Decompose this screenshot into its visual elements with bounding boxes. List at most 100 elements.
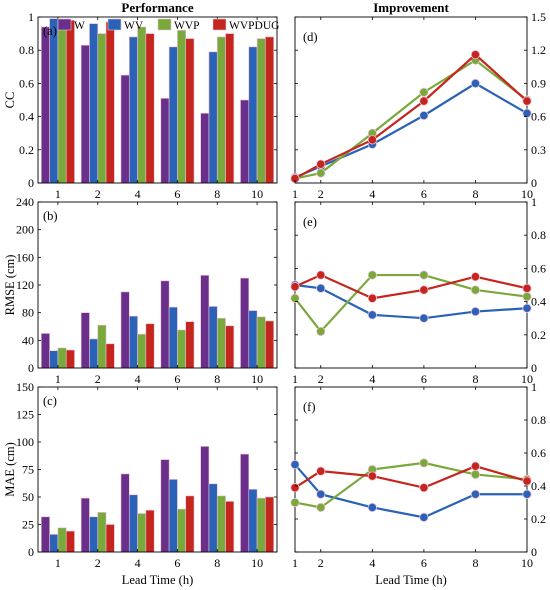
series-line-WVPDUG bbox=[294, 465, 528, 489]
bar-WVP-10 bbox=[256, 38, 266, 184]
bar-W-8 bbox=[200, 275, 210, 369]
bar-W-4 bbox=[120, 74, 130, 184]
x-tick-label: 6 bbox=[174, 556, 180, 570]
bar-WV-10 bbox=[248, 46, 258, 184]
point-WVP-4 bbox=[367, 270, 377, 280]
bar-WVPDUG-8 bbox=[225, 33, 235, 184]
bar-WVPDUG-4 bbox=[145, 33, 155, 184]
x-tick-label: 6 bbox=[174, 187, 180, 201]
bar-W-2 bbox=[80, 497, 90, 553]
bar-WVPDUG-2 bbox=[105, 524, 115, 553]
bar-W-10 bbox=[240, 99, 250, 184]
point-WVPDUG-4 bbox=[367, 293, 377, 303]
bar-W-1 bbox=[41, 333, 50, 369]
y-tick-label: 240 bbox=[16, 195, 34, 209]
bar-W-10 bbox=[240, 453, 250, 553]
series-line-WV bbox=[294, 82, 528, 179]
point-WV-4 bbox=[367, 502, 377, 513]
bar-WVP-2 bbox=[97, 33, 107, 184]
bar-WVP-4 bbox=[137, 333, 147, 369]
y-axis-label: MAE (cm) bbox=[3, 442, 17, 497]
point-WVPDUG-6 bbox=[419, 96, 429, 106]
point-WVP-8 bbox=[470, 469, 481, 480]
bar-W-2 bbox=[80, 44, 90, 184]
y-tick-label: 0 bbox=[28, 545, 34, 559]
x-tick-label: 4 bbox=[135, 187, 141, 201]
bar-W-6 bbox=[160, 98, 170, 184]
bar-WV-2 bbox=[89, 516, 99, 553]
x-tick-label: 1 bbox=[292, 372, 298, 386]
bar-WVP-8 bbox=[216, 495, 226, 553]
bar-WV-2 bbox=[89, 338, 99, 369]
axes-frame bbox=[294, 16, 528, 184]
y-tick-label: 0 bbox=[28, 361, 34, 375]
x-tick-label: 6 bbox=[421, 372, 427, 386]
bar-WV-2 bbox=[89, 23, 99, 184]
bar-W-10 bbox=[240, 277, 250, 369]
point-WVPDUG-10 bbox=[522, 283, 532, 293]
legend-swatch-W bbox=[57, 18, 72, 31]
panel-title: Improvement bbox=[373, 0, 449, 15]
x-axis-label: Lead Time (h) bbox=[375, 573, 447, 587]
panel-label: (e) bbox=[303, 215, 317, 229]
x-tick-label: 2 bbox=[95, 372, 101, 386]
bar-WV-8 bbox=[208, 306, 218, 369]
point-WV-4 bbox=[367, 310, 377, 320]
x-tick-label: 8 bbox=[214, 187, 220, 201]
bar-WV-6 bbox=[168, 306, 178, 369]
x-tick-label: 2 bbox=[318, 372, 324, 386]
bar-W-4 bbox=[120, 473, 130, 553]
x-tick-label: 1 bbox=[55, 556, 61, 570]
y-tick-label: 0 bbox=[531, 176, 537, 190]
point-WVPDUG-2 bbox=[316, 159, 326, 169]
axes-frame bbox=[294, 386, 528, 553]
bar-WVP-8 bbox=[216, 317, 226, 369]
panel-label: (b) bbox=[43, 209, 58, 223]
bar-WVPDUG-4 bbox=[145, 323, 155, 369]
legend-entry: W bbox=[74, 20, 85, 32]
point-WVPDUG-1 bbox=[290, 483, 300, 493]
x-tick-label: 2 bbox=[318, 556, 324, 570]
point-WVPDUG-6 bbox=[419, 483, 429, 493]
point-WVPDUG-4 bbox=[367, 135, 377, 145]
x-tick-label: 8 bbox=[472, 372, 478, 386]
y-tick-label: 0.8 bbox=[531, 413, 546, 427]
bar-WV-4 bbox=[128, 315, 138, 369]
panel-title: Performance bbox=[121, 0, 193, 15]
point-WVP-6 bbox=[419, 270, 429, 280]
x-tick-label: 1 bbox=[292, 187, 298, 201]
x-tick-label: 2 bbox=[95, 187, 101, 201]
y-tick-label: 0.8 bbox=[531, 228, 546, 242]
y-axis-label: CC bbox=[3, 92, 17, 109]
y-tick-label: 0.2 bbox=[531, 328, 546, 342]
x-tick-label: 4 bbox=[369, 187, 375, 201]
x-tick-label: 10 bbox=[251, 372, 263, 386]
axes-frame bbox=[37, 16, 278, 184]
bar-WVP-1 bbox=[57, 20, 67, 184]
bar-WVPDUG-6 bbox=[185, 38, 195, 184]
y-tick-label: 1 bbox=[531, 380, 537, 394]
series-line-WV bbox=[294, 283, 528, 320]
bar-WV-6 bbox=[168, 46, 178, 184]
point-WVP-8 bbox=[470, 285, 481, 295]
y-tick-label: 0.8 bbox=[19, 43, 34, 57]
bar-W-6 bbox=[160, 280, 170, 369]
bar-panel-b: 0 40 80 120 160 200 240 1 2 4 6 8 10 (b) RMSE (cm) bbox=[3, 195, 278, 386]
point-WV-6 bbox=[419, 110, 429, 121]
y-tick-label: 0.6 bbox=[19, 76, 34, 90]
point-WV-6 bbox=[419, 512, 429, 522]
bar-WVPDUG-1 bbox=[65, 530, 75, 553]
panel-label: (a) bbox=[43, 24, 57, 38]
series-line-WVPDUG bbox=[294, 273, 528, 300]
point-WVP-1 bbox=[290, 497, 300, 508]
bar-WV-4 bbox=[128, 36, 138, 184]
point-WV-8 bbox=[470, 489, 481, 499]
bar-WV-10 bbox=[248, 310, 258, 369]
y-tick-label: 1.5 bbox=[531, 10, 546, 24]
x-tick-label: 1 bbox=[292, 556, 298, 570]
x-axis-label: Lead Time (h) bbox=[122, 573, 194, 587]
bar-WV-1 bbox=[49, 18, 59, 184]
series-line-WVPDUG bbox=[294, 53, 528, 180]
x-tick-label: 10 bbox=[251, 187, 263, 201]
